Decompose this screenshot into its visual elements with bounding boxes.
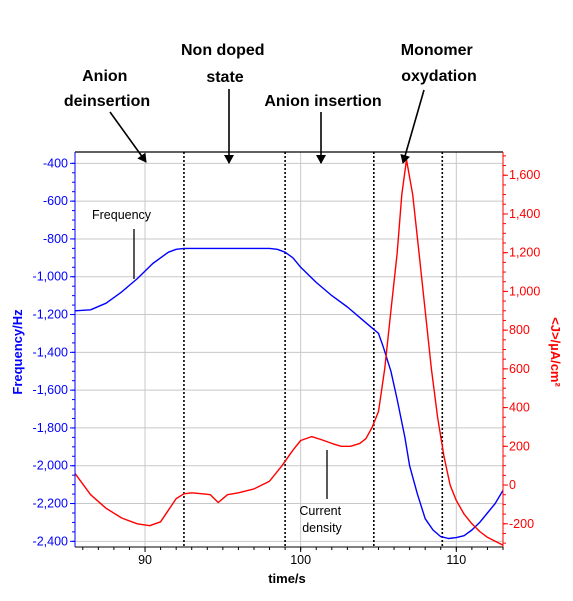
right-y-tick-label: 400 <box>509 401 530 415</box>
ticks: 90 100 110 -400 -600 -800 -1,000 -1,200 -1,400 -1… <box>33 155 540 567</box>
left-y-tick-label: -400 <box>43 156 68 170</box>
left-y-tick-label: -1,800 <box>33 421 68 435</box>
x-tick-label: 100 <box>290 553 311 567</box>
right-y-tick-label: 1,000 <box>509 284 540 298</box>
right-y-tick-label: 1,200 <box>509 246 540 260</box>
left-y-tick-label: -800 <box>43 232 68 246</box>
series <box>75 158 503 546</box>
grid <box>75 152 503 547</box>
arrow-monomer-oxydation <box>400 89 425 164</box>
annotation-anion-insertion: Anion insertion <box>264 93 381 110</box>
right-y-tick-label: 1,400 <box>509 207 540 221</box>
label-current-density-line1: Current <box>299 504 341 518</box>
annotation-anion-deinsertion-line1: Anion <box>82 68 127 85</box>
left-y-tick-label: -2,200 <box>33 497 68 511</box>
left-y-tick-label: -2,000 <box>33 459 68 473</box>
label-frequency: Frequency <box>92 208 152 222</box>
right-y-axis-label: <J>/µA/cm² <box>548 317 563 387</box>
annotation-anion-deinsertion: Anion deinsertion <box>64 68 150 110</box>
label-current-density-line2: density <box>302 521 342 535</box>
right-y-tick-label: 1,600 <box>509 168 540 182</box>
annotation-monomer-oxydation-line2: oxydation <box>401 68 477 85</box>
current-density-series-line <box>75 158 503 546</box>
annotation-non-doped-state-line1: Non doped <box>181 42 265 59</box>
annotation-anion-deinsertion-line2: deinsertion <box>64 93 150 110</box>
annotation-monomer-oxydation-line1: Monomer <box>401 42 473 59</box>
annotation-non-doped-state-line2: state <box>206 69 243 86</box>
label-current-density: Current density <box>299 504 344 535</box>
plot-background <box>75 152 503 547</box>
x-axis-label: time/s <box>268 571 306 586</box>
x-tick-label: 110 <box>446 553 466 567</box>
right-y-tick-label: -200 <box>509 517 534 531</box>
left-y-tick-label: -1,600 <box>33 383 68 397</box>
right-y-tick-label: 0 <box>509 478 516 492</box>
frequency-series-line <box>75 247 503 540</box>
left-y-tick-label: -1,000 <box>33 270 68 284</box>
annotation-anion-insertion-line1: Anion insertion <box>264 93 381 110</box>
annotation-monomer-oxydation: Monomer oxydation <box>401 42 477 85</box>
left-y-tick-label: -1,400 <box>33 345 68 359</box>
arrow-anion-deinsertion <box>109 111 147 163</box>
annotation-lines <box>183 152 444 547</box>
left-y-tick-label: -2,400 <box>33 534 68 548</box>
x-tick-label: 90 <box>138 553 152 567</box>
annotation-non-doped-state: Non doped state <box>181 42 269 86</box>
right-y-tick-label: 800 <box>509 323 530 337</box>
right-y-tick-label: 600 <box>509 362 530 376</box>
left-y-tick-label: -600 <box>43 194 68 208</box>
left-y-axis-label: Frequency/Hz <box>10 309 25 395</box>
left-y-tick-label: -1,200 <box>33 308 68 322</box>
right-y-tick-label: 200 <box>509 439 530 453</box>
